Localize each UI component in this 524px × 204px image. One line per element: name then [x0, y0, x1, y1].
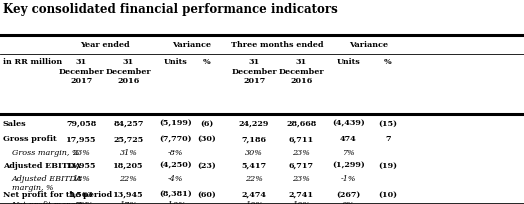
Text: in RR million: in RR million [3, 58, 62, 65]
Text: %: % [203, 58, 211, 65]
Text: 10%: 10% [292, 200, 310, 204]
Text: 0%: 0% [342, 200, 355, 204]
Text: (4,439): (4,439) [332, 119, 365, 127]
Text: 31
December
2017: 31 December 2017 [231, 58, 277, 85]
Text: 17%: 17% [119, 200, 137, 204]
Text: 24,229: 24,229 [239, 119, 269, 127]
Text: 18,205: 18,205 [113, 161, 144, 169]
Text: Gross profit: Gross profit [3, 135, 56, 143]
Text: Year ended: Year ended [80, 41, 129, 49]
Text: Variance: Variance [348, 41, 388, 49]
Text: %: % [384, 58, 391, 65]
Text: Adjusted EBITDA: Adjusted EBITDA [3, 161, 81, 169]
Text: Three months ended: Three months ended [232, 41, 324, 49]
Text: 79,058: 79,058 [66, 119, 96, 127]
Text: Net profit margin %: Net profit margin % [12, 200, 93, 204]
Text: 7%: 7% [342, 148, 355, 156]
Text: 31
December
2016: 31 December 2016 [105, 58, 151, 85]
Text: (267): (267) [336, 190, 361, 198]
Text: 23%: 23% [72, 148, 90, 156]
Text: 22%: 22% [119, 174, 137, 182]
Text: 474: 474 [340, 135, 357, 143]
Text: 6,717: 6,717 [289, 161, 314, 169]
Text: (4,250): (4,250) [159, 161, 192, 169]
Text: Key consolidated financial performance indicators: Key consolidated financial performance i… [3, 3, 337, 16]
Text: 7: 7 [385, 135, 390, 143]
Text: 13,955: 13,955 [66, 161, 96, 169]
Text: 5,563: 5,563 [69, 190, 94, 198]
Text: Sales: Sales [3, 119, 26, 127]
Text: (19): (19) [378, 161, 397, 169]
Text: 2,474: 2,474 [242, 190, 267, 198]
Text: 30%: 30% [245, 148, 263, 156]
Text: 28,668: 28,668 [286, 119, 316, 127]
Text: (6): (6) [200, 119, 214, 127]
Text: 31%: 31% [119, 148, 137, 156]
Text: 23%: 23% [292, 174, 310, 182]
Text: 13,945: 13,945 [113, 190, 144, 198]
Text: 23%: 23% [292, 148, 310, 156]
Text: 10%: 10% [245, 200, 263, 204]
Text: 25,725: 25,725 [113, 135, 144, 143]
Text: (1,299): (1,299) [332, 161, 365, 169]
Text: -8%: -8% [168, 148, 183, 156]
Text: (7,770): (7,770) [159, 135, 192, 143]
Text: (8,381): (8,381) [159, 190, 192, 198]
Text: Units: Units [336, 58, 361, 65]
Text: 7%: 7% [75, 200, 88, 204]
Text: (15): (15) [378, 119, 397, 127]
Text: 31
December
2017: 31 December 2017 [58, 58, 104, 85]
Text: (5,199): (5,199) [159, 119, 192, 127]
Text: Net profit for the period: Net profit for the period [3, 190, 112, 198]
Text: Units: Units [163, 58, 188, 65]
Text: (60): (60) [198, 190, 216, 198]
Text: 31
December
2016: 31 December 2016 [278, 58, 324, 85]
Text: 2,741: 2,741 [289, 190, 314, 198]
Text: Variance: Variance [172, 41, 211, 49]
Text: -1%: -1% [341, 174, 356, 182]
Text: (10): (10) [378, 190, 397, 198]
Text: 7,186: 7,186 [242, 135, 267, 143]
Text: 84,257: 84,257 [113, 119, 144, 127]
Text: -4%: -4% [168, 174, 183, 182]
Text: (23): (23) [198, 161, 216, 169]
Text: 6,711: 6,711 [289, 135, 314, 143]
Text: Adjusted EBITDA
margin, %: Adjusted EBITDA margin, % [12, 174, 82, 191]
Text: 18%: 18% [72, 174, 90, 182]
Text: -10%: -10% [165, 200, 186, 204]
Text: 22%: 22% [245, 174, 263, 182]
Text: Gross margin, %: Gross margin, % [12, 148, 79, 156]
Text: 5,417: 5,417 [242, 161, 267, 169]
Text: 17,955: 17,955 [66, 135, 96, 143]
Text: (30): (30) [198, 135, 216, 143]
